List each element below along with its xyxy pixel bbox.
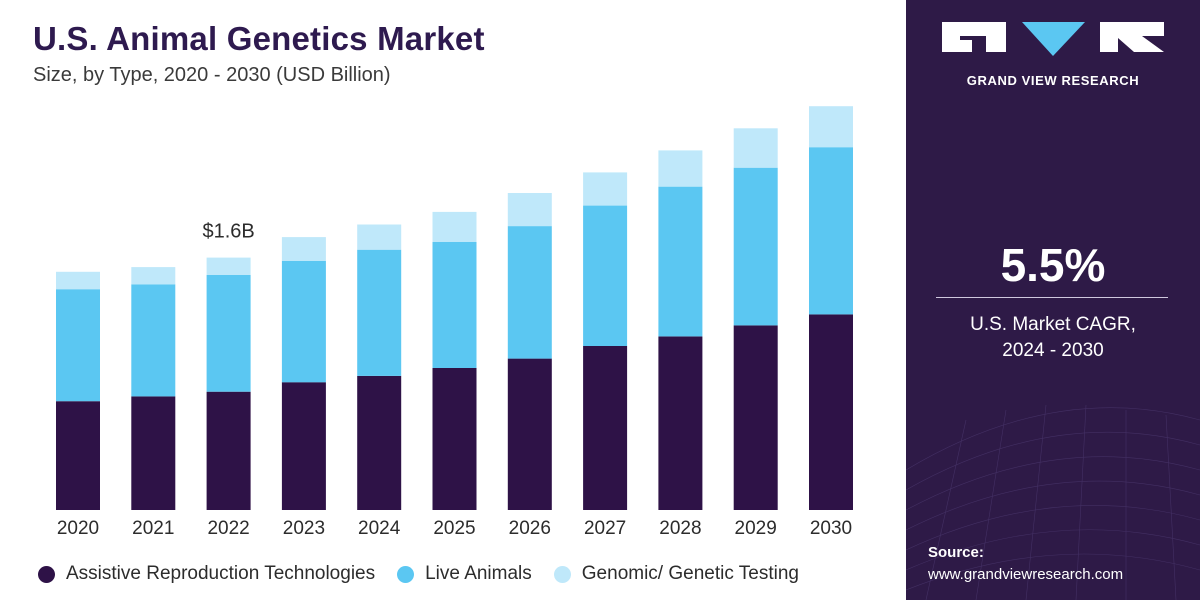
x-tick-label: 2021	[132, 518, 174, 539]
x-tick-label: 2028	[659, 518, 701, 539]
cagr-label: U.S. Market CAGR, 2024 - 2030	[906, 312, 1200, 364]
bar-segment-assistive-reproduction-technologies-2025	[432, 368, 477, 510]
legend-item-assistive-reproduction: Assistive Reproduction Technologies	[38, 563, 375, 585]
bar-segment-assistive-reproduction-technologies-2020	[56, 401, 100, 510]
bar-segment-assistive-reproduction-technologies-2022	[206, 391, 251, 510]
cagr-value: 5.5%	[1000, 239, 1106, 291]
legend-item-live-animals: Live Animals	[397, 563, 532, 585]
bar-segment-genomic-genetic-testing-2030	[809, 106, 853, 148]
bar-segment-live-animals-2026	[507, 226, 552, 359]
bar-segment-genomic-genetic-testing-2025	[432, 211, 477, 242]
legend-label: Live Animals	[425, 563, 532, 584]
x-tick-label: 2024	[358, 518, 401, 539]
bar-segment-live-animals-2020	[56, 289, 100, 402]
legend-label: Genomic/ Genetic Testing	[581, 563, 799, 584]
chart-title: U.S. Animal Genetics Market	[33, 20, 485, 57]
bar-segment-assistive-reproduction-technologies-2026	[507, 358, 552, 510]
chart-subtitle: Size, by Type, 2020 - 2030 (USD Billion)	[33, 64, 391, 86]
x-tick-label: 2020	[57, 518, 99, 539]
source-title: Source:	[928, 544, 984, 561]
bar-segment-live-animals-2022	[206, 275, 251, 392]
bar-segment-genomic-genetic-testing-2026	[507, 193, 552, 227]
bar-segment-genomic-genetic-testing-2029	[733, 128, 778, 168]
bar-segment-genomic-genetic-testing-2021	[131, 267, 176, 285]
bar-segment-live-animals-2027	[583, 205, 628, 346]
bar-segment-live-animals-2029	[733, 167, 778, 326]
bar-segment-live-animals-2021	[131, 284, 176, 397]
bar-segment-genomic-genetic-testing-2020	[56, 271, 100, 290]
legend-label: Assistive Reproduction Technologies	[66, 563, 376, 584]
legend-swatch	[553, 565, 571, 583]
bar-segment-assistive-reproduction-technologies-2029	[733, 325, 778, 510]
bar-segment-genomic-genetic-testing-2028	[658, 150, 703, 187]
bar-segment-assistive-reproduction-technologies-2023	[281, 382, 326, 510]
bar-segment-live-animals-2023	[281, 260, 326, 383]
bar-segment-assistive-reproduction-technologies-2028	[658, 336, 703, 510]
x-tick-label: 2025	[433, 518, 475, 539]
legend: Assistive Reproduction Technologies Live…	[38, 563, 821, 585]
cagr-label-line2: 2024 - 2030	[1002, 340, 1104, 361]
x-tick-label: 2027	[584, 518, 626, 539]
bar-segment-genomic-genetic-testing-2024	[357, 224, 402, 250]
bar-segment-assistive-reproduction-technologies-2030	[809, 314, 853, 510]
grand-view-research-logo	[942, 22, 1164, 56]
bar-annotation: $1.6B	[202, 221, 254, 243]
bar-segment-genomic-genetic-testing-2023	[281, 237, 326, 261]
divider	[936, 297, 1168, 298]
bar-segment-assistive-reproduction-technologies-2027	[583, 346, 628, 510]
bar-segment-assistive-reproduction-technologies-2021	[131, 396, 176, 510]
x-tick-label: 2022	[207, 518, 249, 539]
bar-segment-live-animals-2025	[432, 241, 477, 368]
x-tick-label: 2030	[810, 518, 852, 539]
bar-segment-genomic-genetic-testing-2027	[583, 172, 628, 206]
legend-swatch	[38, 565, 55, 583]
bar-segment-live-animals-2024	[357, 249, 402, 376]
bar-segment-assistive-reproduction-technologies-2024	[357, 375, 402, 510]
source-link[interactable]: www.grandviewresearch.com	[928, 566, 1124, 583]
legend-item-genomic-testing: Genomic/ Genetic Testing	[553, 563, 799, 585]
bar-segment-genomic-genetic-testing-2022	[206, 257, 251, 275]
background-grid-pattern	[906, 404, 1200, 600]
stacked-bar-chart: 2020 2021 2022 $1.6B 2023 2024 2025 2026 2027 202…	[56, 106, 853, 539]
cagr-label-line1: U.S. Market CAGR,	[970, 314, 1136, 335]
brand-name: GRAND VIEW RESEARCH	[966, 73, 1140, 88]
x-tick-label: 2029	[735, 518, 777, 539]
bar-segment-live-animals-2030	[809, 147, 853, 315]
legend-swatch	[397, 565, 415, 583]
sidebar-panel: GRAND VIEW RESEARCH 5.5% U.S. Market CAG…	[906, 0, 1200, 600]
x-tick-label: 2026	[509, 518, 551, 539]
x-tick-label: 2023	[283, 518, 325, 539]
bar-segment-live-animals-2028	[658, 186, 703, 337]
